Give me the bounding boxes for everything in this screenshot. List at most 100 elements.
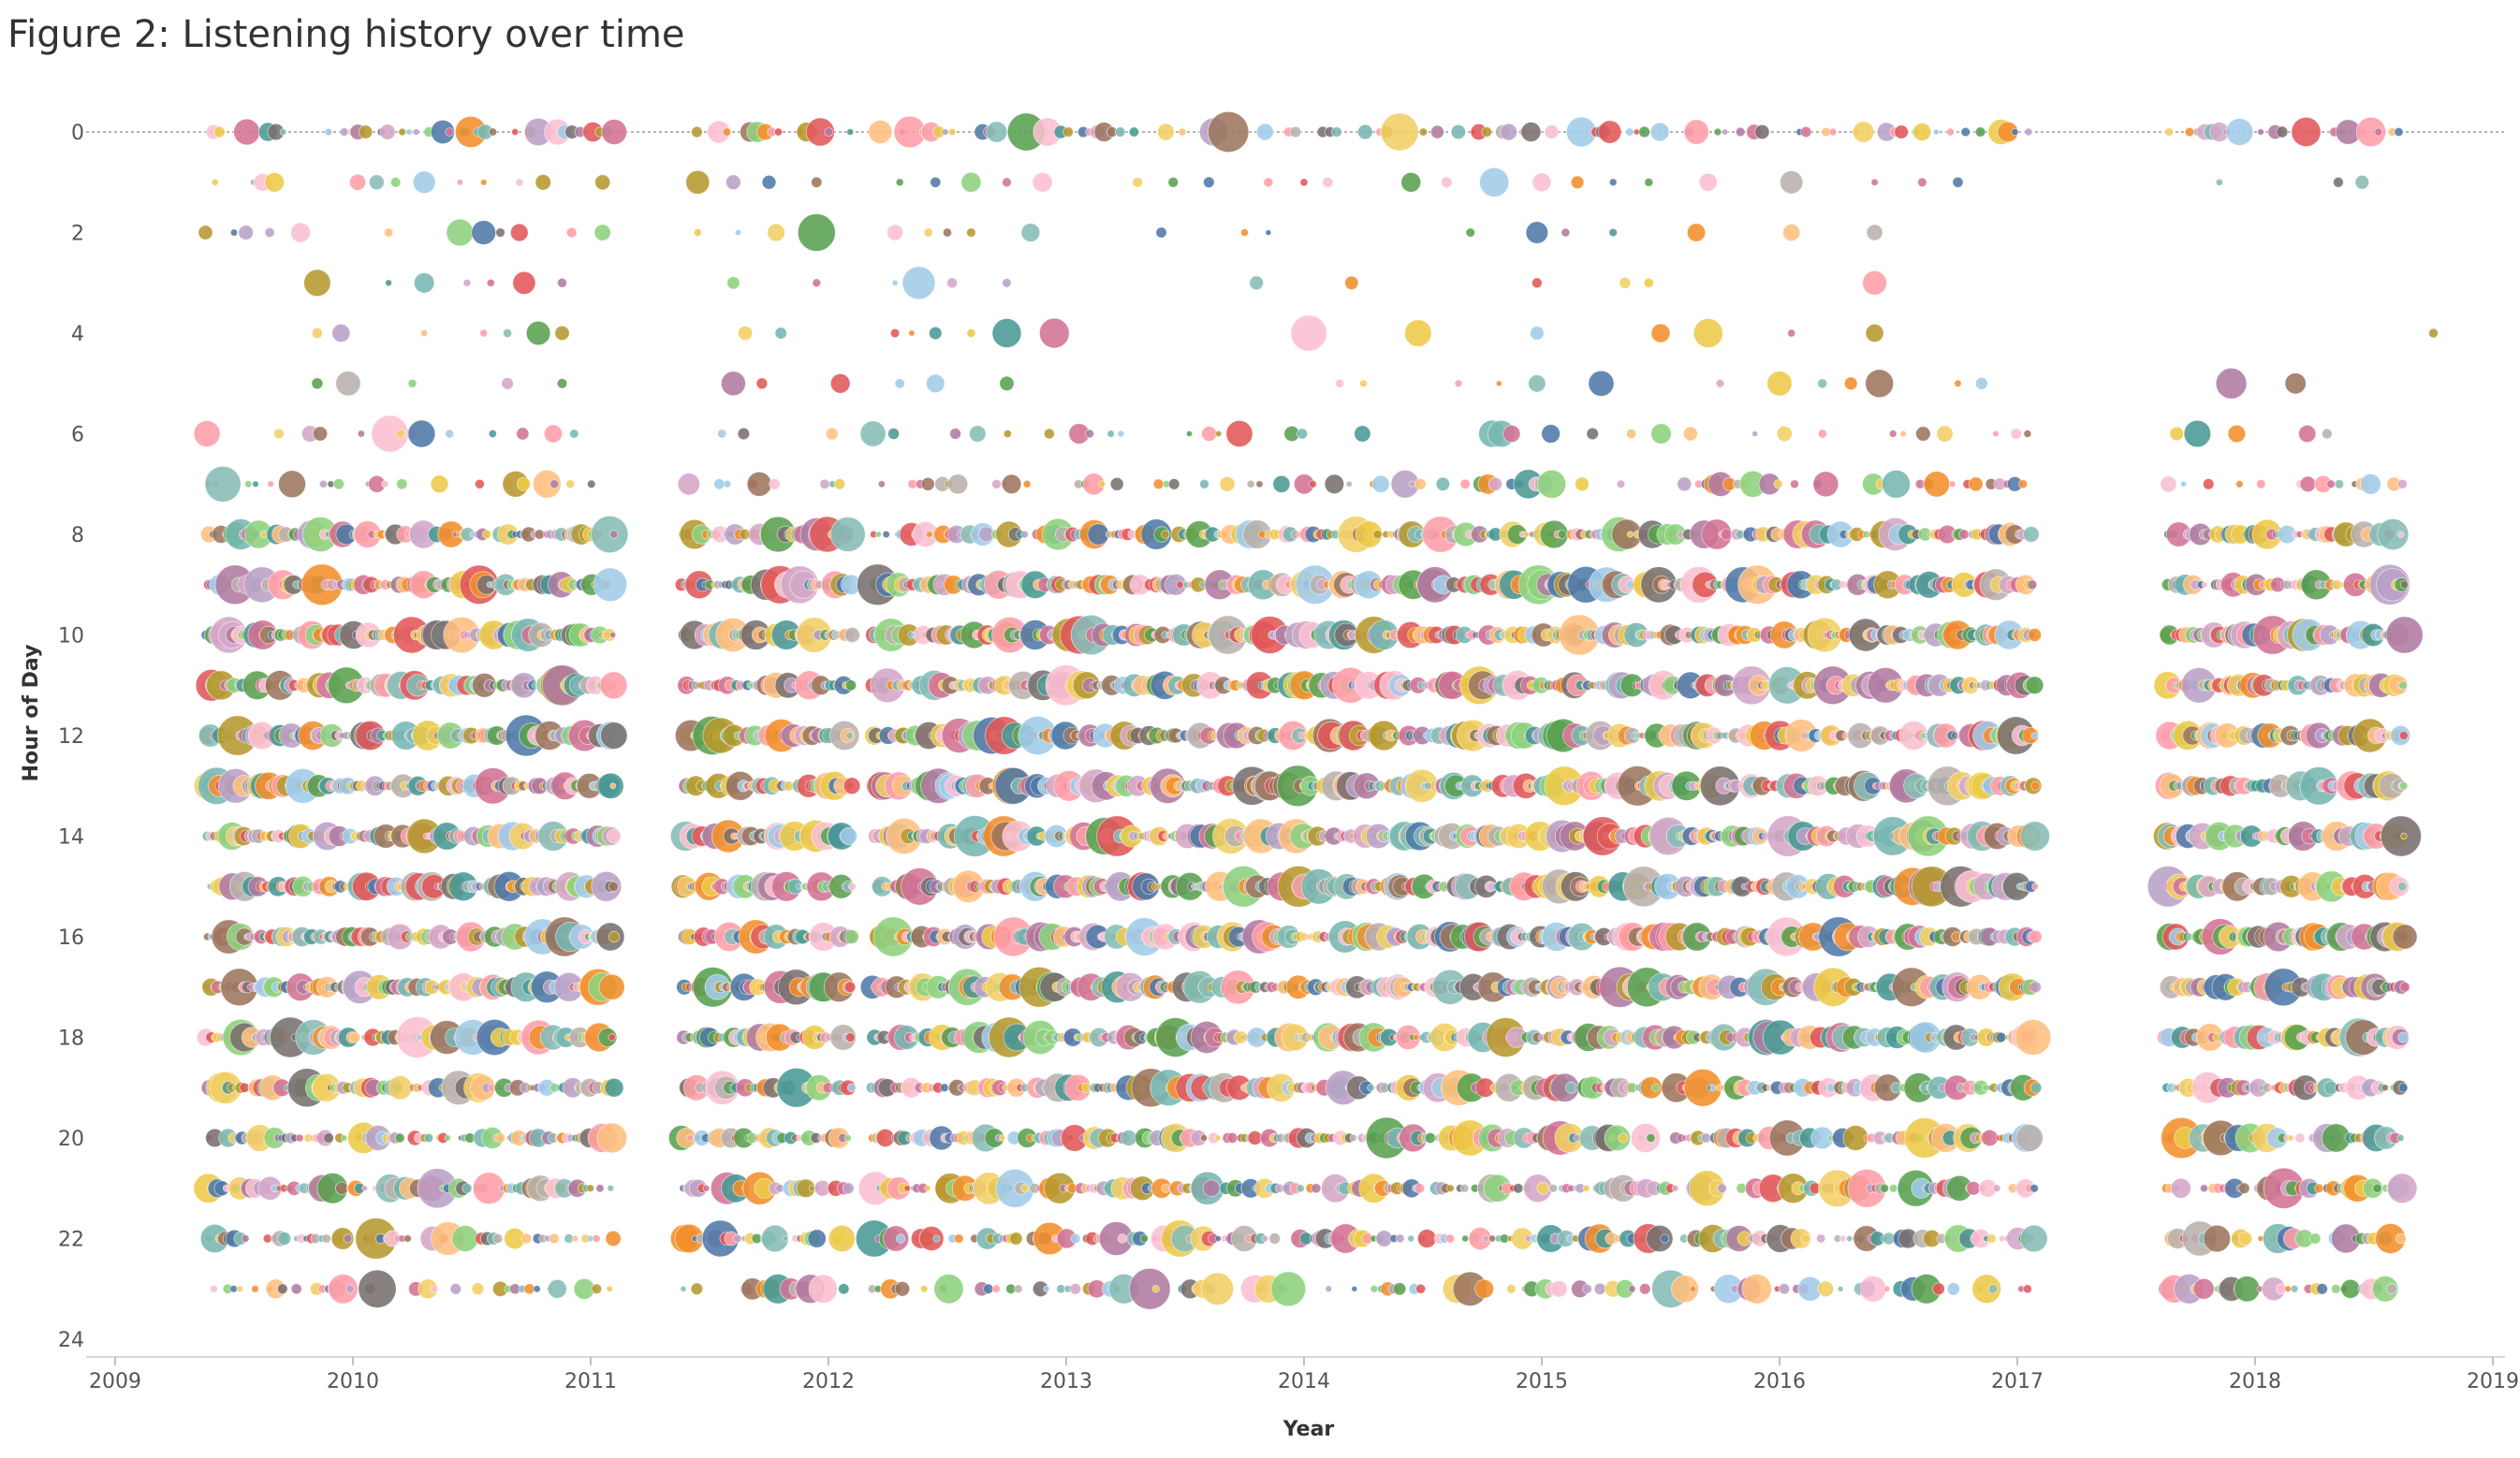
data-point — [1114, 126, 1126, 138]
data-point — [609, 530, 619, 539]
data-point — [1032, 171, 1053, 193]
data-point — [1400, 171, 1422, 193]
data-point — [1488, 476, 1503, 491]
data-point — [1299, 178, 1309, 187]
data-point — [1465, 227, 1476, 238]
data-point — [2183, 419, 2212, 448]
data-point — [1588, 370, 1615, 397]
data-point — [601, 119, 627, 145]
data-point — [1735, 126, 1746, 138]
data-point — [1528, 374, 1546, 393]
data-point — [1683, 426, 1698, 442]
data-point — [713, 478, 725, 490]
data-point — [1002, 177, 1012, 188]
data-point — [833, 478, 846, 490]
data-point — [267, 480, 275, 488]
data-point — [480, 179, 488, 186]
data-point — [825, 427, 839, 441]
data-point — [1754, 124, 1770, 140]
data-point — [554, 325, 570, 342]
data-point — [2291, 117, 2322, 148]
data-point — [482, 530, 492, 540]
data-point — [946, 277, 958, 289]
data-point — [1322, 176, 1334, 188]
data-point — [1186, 430, 1194, 437]
data-point — [1722, 128, 1729, 136]
data-point — [1085, 429, 1094, 439]
data-point — [2396, 531, 2405, 538]
data-point — [593, 567, 628, 603]
data-point — [1255, 480, 1264, 488]
data-point — [829, 517, 866, 552]
data-point — [1525, 221, 1549, 244]
data-point — [797, 213, 836, 252]
data-point — [2180, 480, 2188, 488]
data-point — [1882, 469, 1911, 499]
data-point — [1619, 276, 1632, 289]
data-point — [331, 323, 351, 343]
data-point — [2028, 628, 2043, 642]
data-point — [824, 127, 834, 137]
data-point — [2215, 178, 2223, 186]
data-point — [488, 127, 498, 137]
data-point — [1817, 378, 1828, 389]
data-point — [430, 119, 455, 144]
data-point — [335, 371, 361, 397]
data-point — [868, 120, 893, 144]
data-point — [2023, 430, 2032, 438]
data-point — [534, 529, 545, 540]
data-point — [2024, 127, 2033, 137]
data-point — [2322, 428, 2333, 440]
data-point — [1912, 123, 1932, 141]
data-point — [533, 469, 562, 499]
data-point — [737, 427, 751, 441]
data-point — [607, 828, 622, 844]
data-point — [723, 479, 732, 488]
data-point — [1853, 121, 1875, 143]
data-point — [1945, 127, 1955, 137]
data-point — [875, 531, 883, 538]
data-point — [1344, 275, 1359, 290]
data-point — [1586, 427, 1599, 441]
data-point — [1371, 474, 1390, 493]
data-point — [1290, 314, 1327, 352]
data-point — [1039, 317, 1070, 349]
data-point — [368, 174, 385, 191]
data-point — [1776, 425, 1793, 442]
data-point — [1020, 530, 1029, 539]
data-point — [1500, 123, 1517, 141]
data-point — [1865, 323, 1884, 343]
data-point — [1843, 376, 1858, 391]
data-point — [383, 227, 394, 238]
data-point — [2164, 127, 2174, 137]
data-point — [842, 777, 861, 795]
data-point — [1225, 419, 1253, 447]
data-point — [1870, 178, 1879, 186]
data-point — [475, 478, 485, 489]
data-point — [1560, 227, 1571, 238]
data-point — [1044, 428, 1055, 440]
data-point — [1215, 430, 1223, 438]
data-point — [812, 278, 822, 288]
data-point — [2398, 680, 2408, 691]
data-point — [1404, 319, 1432, 347]
data-point — [1544, 124, 1560, 139]
data-point — [895, 178, 904, 187]
data-point — [609, 782, 617, 790]
data-point — [755, 377, 769, 390]
data-point — [960, 171, 982, 193]
data-point — [2027, 579, 2038, 590]
data-point — [1109, 476, 1124, 491]
data-point — [2202, 478, 2215, 490]
data-point — [999, 375, 1015, 391]
data-point — [1974, 126, 1986, 138]
data-point — [1479, 167, 1510, 197]
data-point — [1155, 226, 1167, 239]
data-point — [264, 226, 275, 238]
data-point — [609, 632, 617, 639]
data-point — [515, 178, 524, 187]
data-point — [486, 278, 495, 287]
data-point — [923, 227, 933, 238]
data-point — [746, 471, 772, 497]
data-point — [930, 176, 942, 188]
